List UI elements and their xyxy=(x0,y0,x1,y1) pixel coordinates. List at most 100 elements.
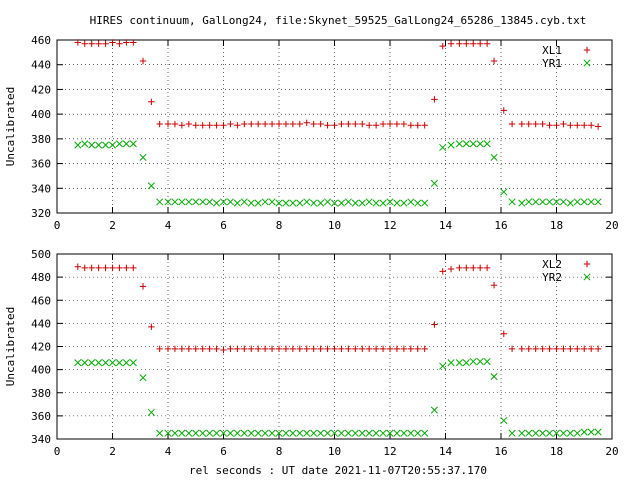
data-point-plus xyxy=(275,345,283,353)
x-tick-label: 6 xyxy=(220,445,227,458)
data-point-cross xyxy=(303,429,311,437)
data-point-plus xyxy=(324,122,331,129)
data-point-cross xyxy=(566,199,574,207)
data-point-plus xyxy=(116,264,123,272)
data-point-plus xyxy=(289,120,297,128)
data-point-cross xyxy=(351,199,359,207)
data-point-cross xyxy=(400,199,408,207)
data-point-cross xyxy=(156,429,164,437)
data-point-plus xyxy=(400,345,408,353)
data-point-cross xyxy=(430,406,438,414)
data-point-cross xyxy=(500,188,508,196)
data-point-cross xyxy=(108,141,117,149)
data-point-plus xyxy=(296,120,304,128)
data-point-plus xyxy=(386,345,394,353)
y-tick-label: 460 xyxy=(31,294,51,307)
data-point-cross xyxy=(532,429,540,437)
data-point-plus xyxy=(206,345,213,353)
data-point-cross xyxy=(88,359,96,367)
data-point-plus xyxy=(268,120,276,128)
data-point-plus xyxy=(171,120,179,128)
data-point-cross xyxy=(518,199,526,207)
data-point-plus xyxy=(421,345,428,353)
legend-label: YR2 xyxy=(542,271,562,284)
data-point-cross xyxy=(233,429,241,437)
data-point-plus xyxy=(594,123,602,130)
data-point-plus xyxy=(148,98,155,105)
data-point-cross xyxy=(178,429,186,437)
data-point-plus xyxy=(199,122,206,129)
data-point-cross xyxy=(559,198,567,206)
data-point-plus xyxy=(338,120,345,128)
data-point-cross xyxy=(587,428,595,436)
data-point-cross xyxy=(310,199,318,207)
data-point-cross xyxy=(365,198,373,206)
data-point-plus xyxy=(74,39,82,46)
data-point-cross xyxy=(129,140,137,148)
data-point-plus xyxy=(372,345,380,353)
data-point-cross xyxy=(483,357,491,366)
x-tick-label: 12 xyxy=(383,219,396,232)
data-point-plus xyxy=(213,122,220,129)
data-point-plus xyxy=(518,345,526,353)
data-point-plus xyxy=(447,265,455,273)
x-tick-label: 20 xyxy=(605,219,618,232)
data-point-plus xyxy=(379,345,387,353)
data-point-cross xyxy=(372,429,380,437)
data-point-cross xyxy=(580,198,588,206)
data-point-plus xyxy=(185,120,193,128)
y-tick-label: 500 xyxy=(31,248,51,261)
data-point-cross xyxy=(213,199,221,207)
data-point-cross xyxy=(518,429,526,437)
data-point-cross xyxy=(337,429,345,437)
data-point-plus xyxy=(518,120,526,128)
data-point-plus xyxy=(553,345,560,353)
data-point-plus xyxy=(324,345,331,353)
data-point-cross xyxy=(275,429,283,437)
data-point-plus xyxy=(400,120,408,128)
data-point-plus xyxy=(587,345,595,353)
data-point-plus xyxy=(178,122,186,129)
data-point-cross xyxy=(296,429,304,437)
data-point-cross xyxy=(407,429,415,437)
data-point-plus xyxy=(338,345,345,353)
x-tick-label: 18 xyxy=(550,445,563,458)
data-point-plus xyxy=(310,345,317,353)
data-point-plus xyxy=(456,264,463,272)
data-point-plus xyxy=(123,264,130,272)
data-point-plus xyxy=(463,40,470,47)
data-point-cross xyxy=(573,198,581,206)
y-tick-label: 380 xyxy=(31,133,51,146)
data-point-cross xyxy=(310,429,318,437)
data-point-plus xyxy=(352,345,359,353)
data-point-plus xyxy=(192,345,199,353)
data-point-plus xyxy=(372,122,380,129)
y-axis-label: Uncalibrated xyxy=(4,307,17,386)
data-point-plus xyxy=(379,120,387,128)
data-point-plus xyxy=(431,96,438,103)
data-point-cross xyxy=(81,140,89,148)
data-point-plus xyxy=(500,107,507,114)
data-point-plus xyxy=(470,40,477,47)
data-point-cross xyxy=(430,179,438,187)
data-point-cross xyxy=(462,140,470,148)
data-point-plus xyxy=(241,345,248,353)
data-point-cross xyxy=(546,198,554,206)
data-point-plus xyxy=(303,345,310,353)
data-point-plus xyxy=(407,122,415,129)
data-point-plus xyxy=(532,120,539,128)
data-point-plus xyxy=(539,345,546,353)
data-point-plus xyxy=(241,120,248,128)
data-point-plus xyxy=(227,120,234,128)
data-point-cross xyxy=(439,143,447,152)
data-point-cross xyxy=(525,198,533,206)
data-point-plus xyxy=(248,120,255,128)
data-point-plus xyxy=(116,40,123,47)
data-point-cross xyxy=(108,359,117,367)
data-point-cross xyxy=(275,199,283,207)
data-point-plus xyxy=(303,119,310,126)
data-point-cross xyxy=(330,429,339,437)
data-point-plus xyxy=(553,122,560,129)
data-point-plus xyxy=(470,264,477,272)
data-point-plus xyxy=(213,345,220,353)
